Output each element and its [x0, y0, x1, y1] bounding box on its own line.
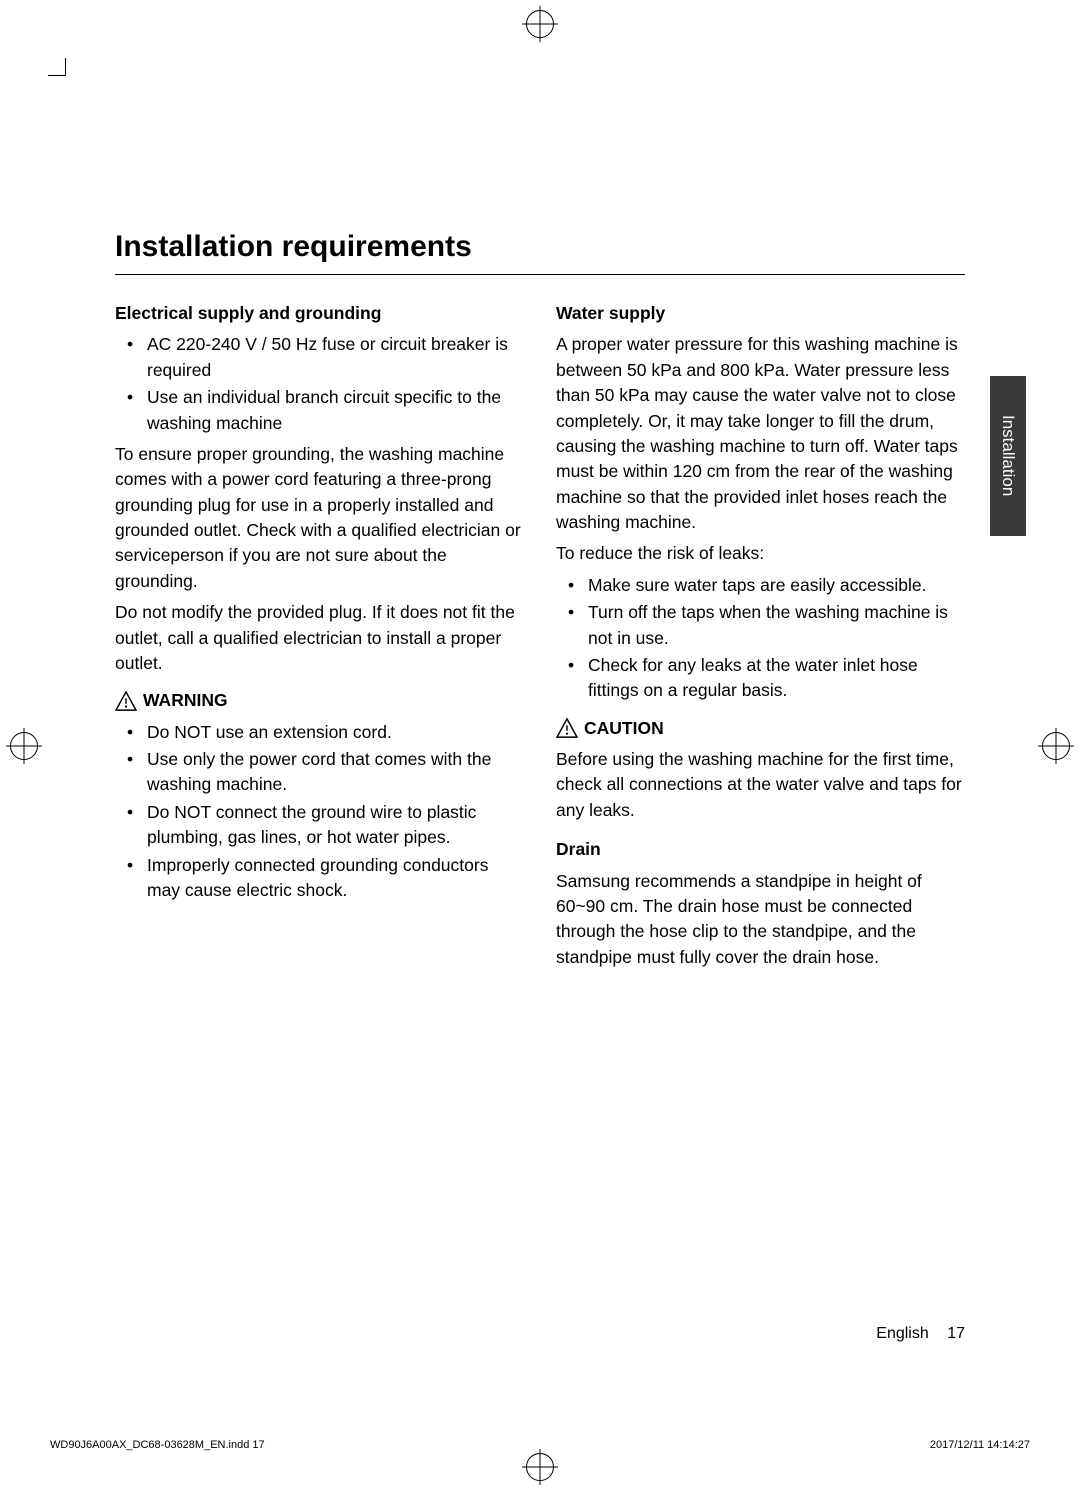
body-text: Do not modify the provided plug. If it d… — [115, 600, 524, 676]
electrical-heading: Electrical supply and grounding — [115, 301, 524, 326]
water-heading: Water supply — [556, 301, 965, 326]
body-text: Before using the washing machine for the… — [556, 747, 965, 823]
list-item: Use an individual branch circuit specifi… — [115, 385, 524, 436]
indd-filename: WD90J6A00AX_DC68-03628M_EN.indd 17 — [50, 1439, 265, 1451]
list-item: Make sure water taps are easily accessib… — [556, 573, 965, 598]
right-column: Water supply A proper water pressure for… — [556, 301, 965, 976]
page-content: Installation requirements Electrical sup… — [115, 230, 965, 976]
body-text: A proper water pressure for this washing… — [556, 332, 965, 535]
crop-mark — [48, 58, 66, 76]
page-footer: English 17 — [876, 1325, 965, 1343]
imposition-info: WD90J6A00AX_DC68-03628M_EN.indd 17 2017/… — [50, 1439, 1030, 1451]
registration-mark-bottom — [526, 1453, 554, 1481]
caution-label: CAUTION — [584, 716, 664, 741]
list-item: Turn off the taps when the washing machi… — [556, 600, 965, 651]
drain-heading: Drain — [556, 837, 965, 862]
warning-list: Do NOT use an extension cord. Use only t… — [115, 720, 524, 904]
registration-mark-right — [1042, 732, 1070, 760]
electrical-list: AC 220-240 V / 50 Hz fuse or circuit bre… — [115, 332, 524, 436]
warning-label: WARNING — [143, 688, 228, 713]
footer-language: English — [876, 1325, 928, 1342]
registration-mark-left — [10, 732, 38, 760]
caution-icon — [556, 718, 578, 738]
leak-list: Make sure water taps are easily accessib… — [556, 573, 965, 704]
left-column: Electrical supply and grounding AC 220-2… — [115, 301, 524, 976]
list-item: Improperly connected grounding conductor… — [115, 853, 524, 904]
indd-timestamp: 2017/12/11 14:14:27 — [930, 1439, 1030, 1451]
body-text: To ensure proper grounding, the washing … — [115, 442, 524, 594]
list-item: Do NOT use an extension cord. — [115, 720, 524, 745]
warning-icon — [115, 691, 137, 711]
registration-mark-top — [526, 10, 554, 38]
list-item: Use only the power cord that comes with … — [115, 747, 524, 798]
section-tab: Installation — [990, 376, 1026, 536]
warning-heading: WARNING — [115, 688, 524, 713]
caution-heading: CAUTION — [556, 716, 965, 741]
body-text: To reduce the risk of leaks: — [556, 541, 965, 566]
list-item: Check for any leaks at the water inlet h… — [556, 653, 965, 704]
list-item: AC 220-240 V / 50 Hz fuse or circuit bre… — [115, 332, 524, 383]
body-text: Samsung recommends a standpipe in height… — [556, 869, 965, 971]
list-item: Do NOT connect the ground wire to plasti… — [115, 800, 524, 851]
section-heading: Installation requirements — [115, 230, 965, 275]
footer-page-number: 17 — [947, 1325, 965, 1342]
